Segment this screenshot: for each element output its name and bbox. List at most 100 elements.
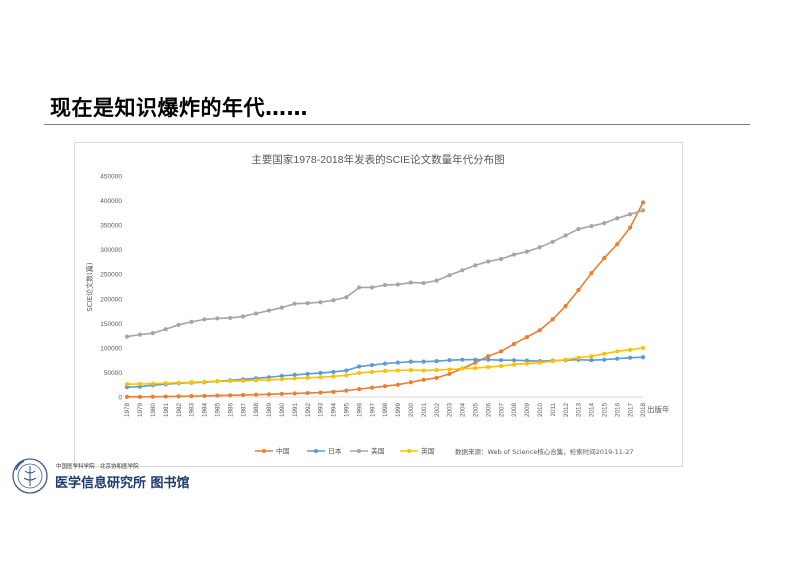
data-point [370, 385, 375, 390]
x-tick-label: 1989 [266, 403, 273, 418]
data-point [176, 380, 181, 385]
x-tick-label: 1986 [227, 403, 234, 418]
y-tick-label: 0 [118, 395, 122, 402]
data-point [292, 301, 297, 306]
data-point [344, 373, 349, 378]
data-point [202, 379, 207, 384]
data-point [615, 349, 620, 354]
x-tick-label: 1996 [356, 403, 363, 418]
seal-icon [12, 458, 48, 494]
data-point [241, 314, 246, 319]
x-tick-label: 1998 [382, 403, 389, 418]
data-point [189, 319, 194, 324]
data-point [266, 308, 271, 313]
line-chart: 主要国家1978-2018年发表的SCIE论文数量年代分布图 SCIE论文数(篇… [85, 153, 670, 456]
series-layer [124, 200, 646, 400]
data-point [176, 322, 181, 327]
series-0 [124, 200, 646, 400]
data-point [189, 380, 194, 385]
data-point [228, 315, 233, 321]
data-point [524, 358, 529, 363]
chart-container: 主要国家1978-2018年发表的SCIE论文数量年代分布图 SCIE论文数(篇… [74, 142, 683, 467]
x-tick-label: 1984 [202, 403, 209, 418]
x-tick-label: 2001 [421, 403, 428, 418]
data-point [370, 369, 375, 375]
x-tick-label: 2004 [460, 403, 467, 418]
data-point [331, 369, 336, 375]
data-point [589, 223, 594, 229]
data-point [124, 334, 130, 339]
data-point [434, 375, 439, 380]
x-tick-label: 1979 [137, 403, 144, 418]
data-point [524, 249, 529, 254]
series-line [126, 202, 644, 398]
x-tick-label: 1990 [279, 403, 286, 418]
data-point [305, 301, 310, 306]
data-point [628, 212, 633, 217]
data-point [408, 367, 413, 373]
x-tick-label: 1983 [189, 403, 196, 418]
data-point [563, 357, 568, 362]
data-point [228, 393, 233, 398]
data-point [421, 377, 426, 382]
data-point [305, 371, 310, 377]
x-tick-label: 1994 [331, 403, 338, 418]
data-point [357, 370, 362, 376]
legend-marker [356, 448, 362, 454]
data-point [447, 367, 452, 372]
legend-label: 英国 [421, 447, 435, 456]
data-point [550, 359, 555, 364]
x-tick-label: 1988 [253, 403, 260, 418]
y-axis-label: SCIE论文数(篇) [85, 262, 94, 312]
data-point [202, 317, 207, 322]
series-2 [124, 208, 646, 339]
data-point [163, 381, 168, 386]
data-point [615, 216, 620, 221]
x-tick-label: 2007 [498, 403, 505, 418]
data-point [511, 358, 517, 363]
x-tick-label: 2014 [589, 403, 596, 418]
data-point [421, 359, 426, 364]
data-point [447, 273, 452, 278]
data-point [640, 208, 646, 213]
data-point [421, 368, 426, 373]
y-tick-label: 50000 [104, 370, 122, 377]
x-tick-label: 2015 [602, 403, 609, 418]
legend-label: 日本 [328, 447, 342, 456]
data-point [137, 381, 142, 387]
legend-label: 美国 [371, 447, 385, 456]
x-axis-label: 出版年 [647, 404, 670, 414]
data-point [602, 255, 607, 261]
x-tick-label: 1995 [344, 403, 351, 418]
x-tick-label: 2009 [524, 403, 531, 418]
data-point [615, 356, 620, 361]
data-point [331, 374, 336, 379]
data-point [163, 327, 168, 332]
data-point [537, 360, 542, 365]
data-point [241, 392, 246, 398]
data-point [473, 263, 478, 268]
data-point [524, 334, 529, 340]
legend-marker [261, 448, 267, 454]
x-tick-label: 1981 [163, 403, 170, 418]
data-point [253, 378, 259, 383]
data-point [382, 282, 388, 288]
data-point [382, 368, 388, 374]
data-point [395, 382, 400, 387]
data-point [395, 282, 400, 287]
data-point [589, 271, 594, 276]
data-point [318, 375, 323, 380]
data-point [382, 361, 388, 366]
y-axis-ticks: 0 50000 100000 150000 200000 250000 300000 3500… [100, 174, 122, 402]
x-tick-label: 1997 [369, 403, 376, 418]
data-point [344, 368, 349, 373]
x-tick-label: 1993 [318, 403, 325, 418]
data-point [305, 375, 310, 380]
data-point [370, 362, 375, 368]
data-point [434, 278, 439, 283]
data-point [499, 349, 504, 354]
logo-subtitle: 中国医学科学院 北京协和医学院 [56, 464, 139, 470]
x-tick-label: 2002 [434, 403, 441, 418]
data-point [318, 390, 323, 395]
data-point [473, 360, 478, 365]
